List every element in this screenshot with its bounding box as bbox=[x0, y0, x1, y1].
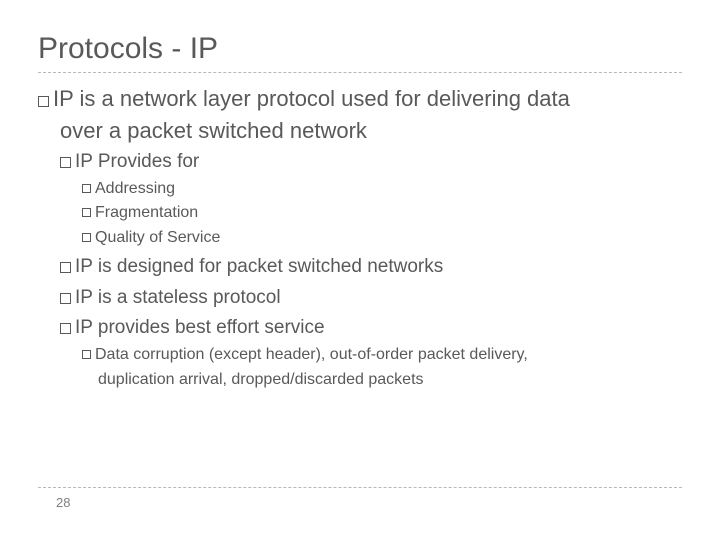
bullet-l2-text: is designed for packet switched networks bbox=[93, 256, 444, 277]
bullet-l3-text: of Service bbox=[145, 229, 221, 246]
bullet-l2: IP Provides for bbox=[60, 150, 682, 175]
bullet-l2: IP is a stateless protocol bbox=[60, 286, 682, 311]
bullet-box-icon bbox=[60, 323, 71, 334]
bullet-l2-text: is a stateless protocol bbox=[93, 287, 281, 308]
slide-title: Protocols - IP bbox=[38, 32, 682, 66]
bullet-l2: IP provides best effort service bbox=[60, 316, 682, 341]
bullet-l1: IP is a network layer protocol used for … bbox=[38, 85, 682, 113]
bullet-l3: Data corruption (except header), out-of-… bbox=[82, 345, 682, 366]
bullet-l3-cont: duplication arrival, dropped/discarded p… bbox=[98, 370, 682, 391]
bullet-l3-text: Fragmentation bbox=[95, 204, 198, 221]
bullet-box-icon bbox=[60, 157, 71, 168]
bullet-box-icon bbox=[82, 208, 91, 217]
bullet-l2-prefix: IP bbox=[75, 256, 93, 277]
bullet-box-icon bbox=[60, 262, 71, 273]
bullet-l2-prefix: IP bbox=[75, 317, 93, 338]
bullet-box-icon bbox=[82, 233, 91, 242]
bullet-l1-prefix: IP bbox=[53, 86, 73, 111]
bullet-l2-prefix: IP bbox=[75, 151, 93, 172]
bullet-l3-prefix: Quality bbox=[95, 229, 145, 246]
bullet-box-icon bbox=[38, 96, 49, 107]
bullet-l2: IP is designed for packet switched netwo… bbox=[60, 255, 682, 280]
bullet-l3: Fragmentation bbox=[82, 203, 682, 224]
divider-bottom bbox=[38, 487, 682, 488]
bullet-l1-text: is a network layer protocol used for del… bbox=[73, 86, 569, 111]
bullet-l3-prefix: Data bbox=[95, 346, 129, 363]
bullet-l2-text: Provides for bbox=[93, 151, 200, 172]
bullet-l2-prefix: IP bbox=[75, 287, 93, 308]
slide: Protocols - IP IP is a network layer pro… bbox=[0, 0, 720, 391]
bullet-l3: Quality of Service bbox=[82, 228, 682, 249]
bullet-box-icon bbox=[82, 184, 91, 193]
bullet-l2-text: provides best effort service bbox=[93, 317, 325, 338]
bullet-l3-text: Addressing bbox=[95, 180, 175, 197]
bullet-l3: Addressing bbox=[82, 179, 682, 200]
content-body: IP is a network layer protocol used for … bbox=[38, 73, 682, 391]
page-number: 28 bbox=[56, 495, 70, 510]
bullet-l1-cont: over a packet switched network bbox=[60, 117, 682, 145]
bullet-l3-text: corruption (except header), out-of-order… bbox=[129, 346, 528, 363]
bullet-box-icon bbox=[82, 350, 91, 359]
bullet-box-icon bbox=[60, 293, 71, 304]
